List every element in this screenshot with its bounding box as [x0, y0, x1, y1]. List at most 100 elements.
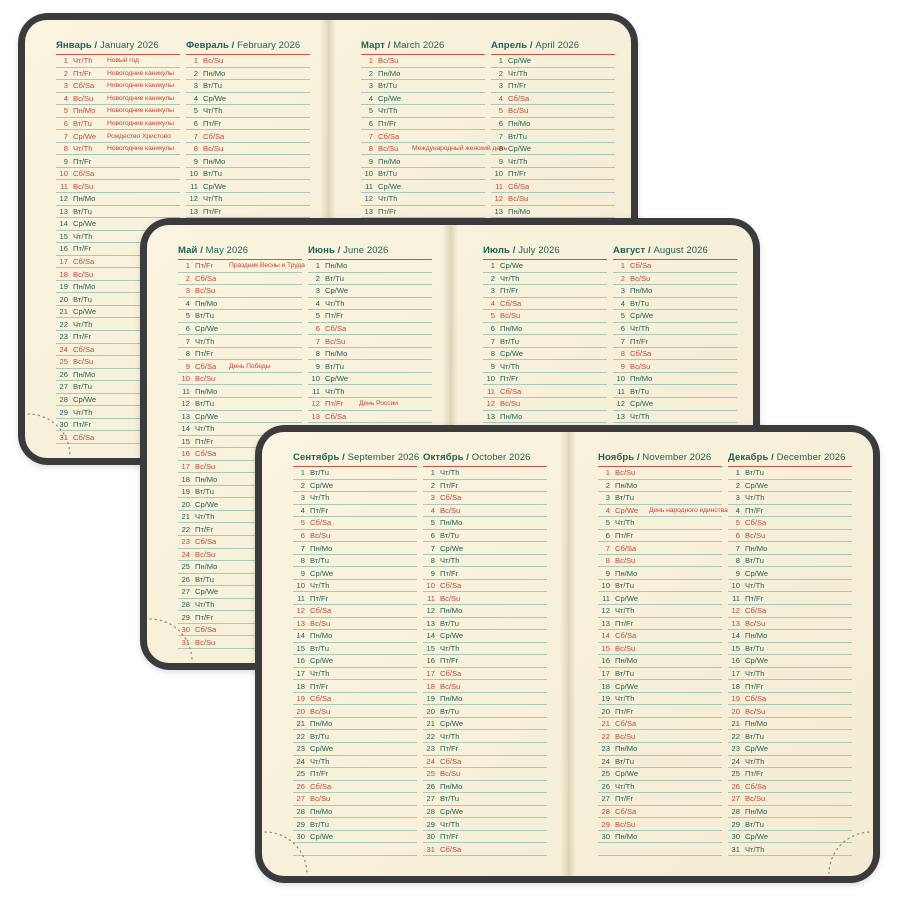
day-number: 2: [735, 480, 740, 490]
day-of-week: Ср/We: [378, 181, 402, 191]
day-number: 8: [735, 556, 740, 566]
holiday-label: Рождество Христово: [107, 132, 171, 140]
day-number: 25: [59, 357, 68, 367]
day-number: 2: [300, 480, 305, 490]
day-row: 22 Чт/Th: [56, 318, 180, 332]
day-of-week: Сб/Sa: [615, 719, 637, 729]
day-number: 9: [605, 568, 610, 578]
day-row: 7 Сб/Sa: [598, 542, 722, 555]
day-row: 22 Вт/Tu: [293, 730, 417, 744]
day-number: 13: [494, 206, 503, 216]
day-row: 2 Пт/Fr: [423, 480, 547, 493]
day-number: 25: [601, 769, 610, 779]
day-row: 4 Ср/We: [361, 93, 485, 106]
day-of-week: Вс/Su: [378, 144, 399, 154]
day-row: 11 Сб/Sa: [483, 385, 607, 399]
day-of-week: Сб/Sa: [203, 131, 225, 141]
day-of-week: Сб/Sa: [195, 625, 217, 635]
day-number: 4: [605, 505, 610, 515]
day-row: 12 Чт/Th: [598, 605, 722, 618]
day-number: 9: [193, 156, 198, 166]
day-of-week: Вс/Su: [325, 336, 346, 346]
day-row: 7 Сб/Sa: [186, 130, 310, 143]
day-row: 14 Сб/Sa: [598, 630, 722, 643]
day-row: 9 Пн/Mo: [598, 567, 722, 580]
day-of-week: Пт/Fr: [195, 349, 214, 359]
day-number: 12: [296, 606, 305, 616]
month-name-en-year: October 2026: [471, 452, 531, 463]
day-of-week: Ср/We: [203, 181, 227, 191]
day-row: 16 Пн/Mo: [598, 655, 722, 668]
day-of-week: Пн/Mo: [615, 480, 638, 490]
day-row: 13 Пт/Fr: [361, 206, 485, 219]
day-of-week: Ср/We: [73, 395, 97, 405]
holiday-label: Новогодние каникулы: [107, 120, 174, 127]
day-number: 20: [731, 706, 740, 716]
day-number: 4: [63, 93, 68, 103]
day-of-week: Пт/Fr: [73, 244, 92, 254]
day-row: 12 Сб/Sa: [728, 605, 852, 618]
day-number: 11: [732, 593, 740, 603]
day-row: 8 Вт/Tu: [293, 555, 417, 568]
holiday-label: Праздник Весны и Труда: [229, 262, 305, 270]
day-row: 10 Ср/We: [308, 373, 432, 386]
day-row: 31 Сб/Sa: [56, 431, 180, 444]
day-row: 11 Ср/We: [598, 592, 722, 606]
day-row: 18 Ср/We: [598, 680, 722, 693]
day-number: 2: [193, 68, 198, 78]
day-number: 20: [296, 706, 305, 716]
day-number: 10: [494, 169, 503, 179]
day-number: 10: [59, 169, 68, 179]
day-of-week: Вс/Su: [500, 399, 521, 409]
day-of-week: Сб/Sa: [310, 781, 332, 791]
day-number: 17: [731, 669, 740, 679]
day-row: 29 Вт/Tu: [293, 818, 417, 831]
day-of-week: Чт/Th: [615, 781, 635, 791]
day-row: 11 Пт/Fr: [293, 592, 417, 606]
day-number: 8: [620, 349, 625, 359]
day-number: 26: [426, 781, 435, 791]
day-row: 10 Вт/Tu: [361, 168, 485, 181]
month-name-separator: /: [228, 40, 238, 51]
day-row: 20 Ср/We: [178, 498, 302, 511]
day-of-week: Пн/Mo: [310, 631, 333, 641]
day-of-week: Вс/Su: [195, 549, 216, 559]
day-row: 19 Пн/Mo: [56, 281, 180, 294]
day-row: 13 Пн/Mo: [483, 411, 607, 424]
day-number: 11: [602, 593, 610, 603]
month-name-en-year: December 2026: [776, 452, 846, 463]
day-number: 16: [426, 656, 435, 666]
day-number: 16: [59, 244, 68, 254]
day-row: 6 Сб/Sa: [308, 323, 432, 336]
day-number: 9: [300, 568, 305, 578]
day-number: 12: [311, 399, 320, 409]
day-row: 7 Вт/Tu: [483, 335, 607, 348]
day-number: 8: [185, 349, 190, 359]
day-of-week: Вт/Tu: [325, 273, 344, 283]
day-row: 6 Пн/Mo: [491, 118, 615, 131]
day-of-week: Пт/Fr: [440, 744, 459, 754]
day-of-week: Пт/Fr: [310, 593, 329, 603]
day-number: 4: [300, 505, 305, 515]
day-number: 25: [181, 562, 190, 572]
day-row: 30 Ср/We: [728, 831, 852, 844]
day-number: 3: [315, 286, 320, 296]
day-row: 6 Ср/We: [178, 323, 302, 336]
day-row: 13 Ср/We: [178, 411, 302, 424]
day-row: 18 Вс/Su: [56, 268, 180, 281]
day-number: 25: [426, 769, 435, 779]
day-number: 7: [490, 336, 495, 346]
day-number: 23: [601, 744, 610, 754]
day-of-week: Пн/Mo: [745, 719, 768, 729]
day-number: 4: [498, 93, 503, 103]
day-number: 8: [300, 556, 305, 566]
day-number: 14: [601, 631, 610, 641]
day-row: 12 Пт/Fr День России: [308, 398, 432, 411]
day-number: 16: [181, 449, 190, 459]
day-number: 8: [193, 144, 198, 154]
month-name-ru: Февраль: [186, 40, 229, 51]
day-row: 7 Пн/Mo: [293, 542, 417, 555]
day-of-week: Вт/Tu: [310, 731, 329, 741]
day-of-week: Пн/Mo: [73, 194, 96, 204]
holiday-label: Новогодние каникулы: [107, 145, 174, 153]
